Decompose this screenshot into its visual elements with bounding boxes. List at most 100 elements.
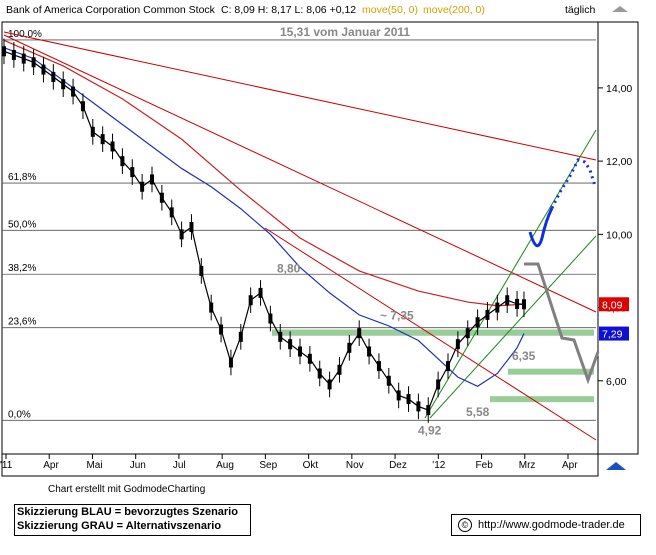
- candle-body: [278, 331, 283, 342]
- trendline-green-up: [424, 129, 597, 419]
- fibonacci-levels: 100,0% 61,8% 50,0% 38,2% 23,6% 0,0%: [2, 29, 596, 421]
- candle-body: [238, 331, 243, 342]
- support-zone: [272, 329, 594, 336]
- x-tick-label: Mai: [86, 460, 102, 471]
- candle-body: [327, 379, 332, 390]
- trendlines: [3, 31, 597, 441]
- annotation-label: 6,35: [512, 349, 536, 363]
- candle-body: [446, 361, 450, 372]
- fib-label: 61,8%: [8, 172, 36, 183]
- x-tick-label: Okt: [303, 460, 319, 471]
- candle-body: [248, 295, 253, 306]
- trendline-red-mid: [3, 34, 597, 313]
- x-axis-ticks: '11 Apr Mai Jun Jul Aug Sep Okt Nov Dez '12 Feb Mrz A…: [0, 454, 578, 471]
- candle-body: [51, 71, 56, 82]
- price-badges: 8,09 7,29: [599, 297, 629, 341]
- x-tick-label: Dez: [389, 460, 407, 471]
- candle-body: [110, 141, 115, 152]
- candle-body: [31, 57, 36, 68]
- trendline-green-lower: [429, 235, 597, 419]
- fib-label: 0,0%: [8, 409, 31, 420]
- annotation-label: 15,31 vom Januar 2011: [280, 25, 410, 39]
- candle-body: [406, 394, 411, 405]
- copyright-icon: ©: [458, 518, 472, 533]
- candle-body: [337, 364, 342, 375]
- scenario-gray-path: [524, 262, 600, 385]
- candle-body: [396, 390, 401, 401]
- series-ma50: [3, 47, 525, 387]
- fib-label: 38,2%: [8, 263, 36, 274]
- header-security: Bank of America Corporation Common Stock: [6, 4, 216, 16]
- support-zone: [508, 368, 594, 375]
- candle-body: [189, 222, 194, 233]
- trendline-red-long: [3, 31, 597, 161]
- candle-body: [61, 79, 66, 90]
- x-tick-label: Jun: [130, 460, 146, 471]
- candle-body: [485, 309, 490, 320]
- scroll-up-icon[interactable]: [612, 6, 628, 12]
- annotation-label: ~ 7,35: [380, 308, 414, 322]
- credit-text: Chart erstellt mit GodmodeCharting: [48, 484, 206, 495]
- candle-body: [317, 368, 322, 379]
- scenario-blue-path: [528, 207, 554, 248]
- x-axis-area: [1, 453, 599, 477]
- y-tick-label: 12,00: [606, 156, 632, 168]
- y-tick-label: 14,00: [606, 83, 632, 95]
- header-period: täglich: [565, 4, 596, 16]
- candle-body: [179, 229, 184, 240]
- candle-body: [465, 328, 470, 339]
- x-tick-label: '11: [0, 460, 13, 471]
- candle-body: [426, 405, 431, 416]
- x-tick-label: Feb: [476, 460, 494, 471]
- candle-body: [268, 313, 273, 324]
- x-tick-label: Mrz: [519, 460, 536, 471]
- support-zone: [490, 396, 594, 403]
- url-text[interactable]: http://www.godmode-trader.de: [478, 519, 625, 531]
- y-tick-label: 6,00: [606, 376, 627, 388]
- header-ma200: move(200, 0): [423, 4, 485, 16]
- legend-blue: Skizzierung BLAU = bevorzugtes Szenario: [17, 506, 238, 518]
- candle-body: [90, 126, 95, 137]
- x-tick-label: Nov: [346, 460, 364, 471]
- trendline-red-steep: [264, 227, 597, 441]
- header-quote: C: 8,09 H: 8,17 L: 8,06 +0,12: [221, 4, 356, 16]
- candle-body: [347, 342, 352, 353]
- candle-body: [199, 265, 204, 276]
- y-tick-label: 10,00: [606, 229, 632, 241]
- candle-body: [416, 401, 421, 412]
- candle-body: [228, 357, 233, 368]
- legend-box: Skizzierung BLAU = bevorzugtes Szenario …: [14, 504, 251, 536]
- x-tick-label: Sep: [259, 460, 277, 471]
- chart-tool-icon[interactable]: [606, 462, 626, 470]
- candle-body: [288, 339, 293, 350]
- candle-body: [219, 324, 224, 335]
- candle-body: [11, 49, 16, 60]
- candle-body: [159, 192, 164, 203]
- candle-body: [515, 298, 520, 309]
- candle-body: [71, 86, 76, 97]
- fib-label: 50,0%: [8, 219, 36, 230]
- candle-body: [120, 156, 125, 167]
- x-tick-label: Aug: [216, 460, 234, 471]
- candle-body: [130, 167, 135, 178]
- candle-body: [386, 375, 391, 386]
- candle-body: [505, 295, 510, 306]
- annotations: 15,31 vom Januar 2011 8,80 ~ 7,35 6,35 5,58 4…: [277, 25, 536, 437]
- y-axis-area: [597, 21, 639, 455]
- candle-body: [100, 134, 105, 145]
- candle-body: [307, 353, 312, 364]
- candle-body: [521, 299, 526, 310]
- candle-body: [475, 317, 480, 328]
- candle-body: [367, 346, 372, 357]
- candle-body: [140, 181, 145, 192]
- price-badge: [599, 297, 629, 312]
- candle-body: [169, 207, 174, 218]
- candle-body: [258, 287, 263, 298]
- candle-body: [298, 346, 302, 357]
- url-box[interactable]: © http://www.godmode-trader.de: [451, 514, 641, 536]
- candle-body: [357, 328, 362, 339]
- candle-body: [2, 46, 6, 57]
- fib-label: 23,6%: [8, 317, 36, 328]
- price-series: [2, 38, 526, 423]
